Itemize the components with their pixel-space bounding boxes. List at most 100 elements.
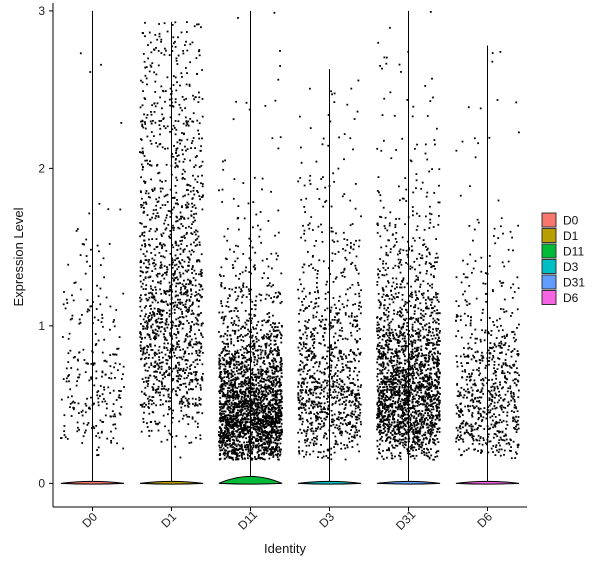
data-point [348,433,351,435]
data-point [250,404,253,406]
data-point [145,288,147,290]
data-point [332,335,335,338]
data-point [230,381,233,384]
data-point [316,417,319,420]
data-point [114,415,117,418]
data-point [237,414,239,417]
data-point [276,444,279,446]
data-point [349,349,352,351]
data-point [242,418,244,421]
data-point [90,396,92,399]
data-point [221,350,224,353]
data-point [264,351,267,354]
data-point [265,425,268,428]
data-point [357,401,360,403]
data-point [259,433,262,436]
data-point [186,189,188,191]
data-point [142,166,144,169]
data-point [257,405,259,408]
data-point [81,414,84,417]
data-point [315,427,317,430]
data-point [237,393,240,396]
data-point [172,229,175,231]
data-point [174,101,177,104]
data-point [337,386,340,389]
data-point [245,347,247,349]
data-point [219,417,221,420]
data-point [244,417,247,420]
data-point [275,439,277,441]
data-point [345,355,347,358]
data-point [166,326,169,329]
data-point [62,303,65,306]
data-point [245,323,248,326]
data-point [354,426,357,429]
data-point [140,120,142,123]
data-point [185,40,187,43]
data-point [228,450,231,453]
data-point [173,271,176,274]
data-point [229,410,232,413]
data-point [191,416,194,419]
data-point [336,427,339,429]
data-point [232,406,235,409]
data-point [176,328,179,330]
data-point [275,379,277,382]
data-point [272,284,274,287]
data-point [177,377,180,380]
data-point [182,52,185,55]
data-point [67,396,70,399]
data-point [262,458,264,460]
data-point [268,330,271,333]
data-point [160,244,163,247]
data-point [186,366,189,369]
data-point [224,444,227,447]
data-point [340,434,343,437]
data-point [237,368,240,371]
data-point [219,389,221,392]
data-point [280,334,283,337]
data-point [161,107,163,110]
data-point [172,124,175,127]
data-point [319,324,321,327]
data-point [273,410,276,412]
data-point [343,408,346,410]
data-point [231,430,234,433]
data-point [194,333,196,336]
data-point [348,386,351,389]
data-point [252,444,255,447]
data-point [309,422,311,425]
data-point [342,393,345,396]
data-point [87,362,89,365]
data-point [247,333,249,335]
data-point [241,365,244,368]
data-point [75,384,78,387]
data-point [274,292,277,294]
data-point [238,228,240,231]
data-point [235,456,238,459]
data-point [87,308,89,311]
data-point [189,281,191,284]
data-point [194,279,197,282]
data-point [197,305,200,308]
data-point [183,158,186,161]
data-point [160,365,163,368]
data-point [152,389,154,391]
data-point [182,122,185,125]
data-point [158,327,160,330]
data-point [297,393,300,396]
data-point [311,427,314,430]
data-point [306,321,309,324]
data-point [178,346,181,348]
data-point [158,308,161,311]
data-point [338,352,341,355]
data-point [349,414,352,417]
data-point [102,421,105,423]
data-point [297,288,299,291]
data-point [85,255,88,257]
data-point [220,377,222,380]
data-point [155,198,158,201]
data-point [280,333,282,336]
data-point [263,397,266,400]
data-point [233,449,236,451]
